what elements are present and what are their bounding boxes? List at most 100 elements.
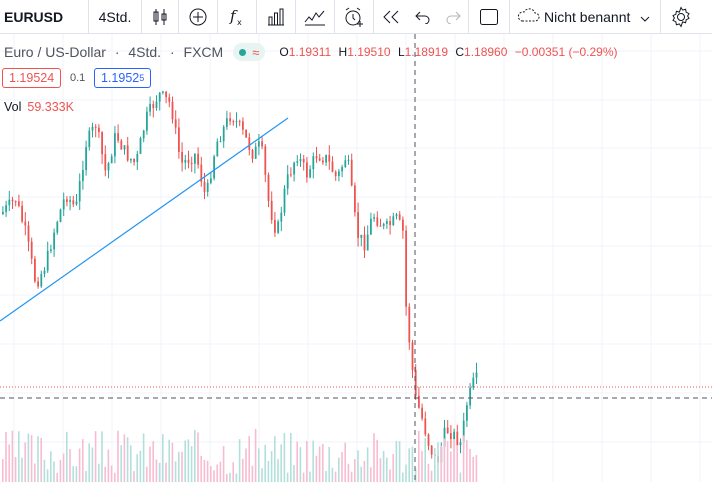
volume-bar — [446, 441, 449, 482]
volume-bar — [395, 440, 398, 482]
layout-menu-button[interactable]: Nicht benannt — [510, 0, 660, 33]
volume-bar — [251, 465, 254, 482]
market-status-badge[interactable]: ≈ — [233, 43, 266, 61]
candle-body — [24, 221, 27, 226]
volume-bar — [398, 441, 401, 482]
volume-bar — [181, 451, 183, 482]
volume-bar — [238, 439, 241, 482]
candle-body — [181, 151, 183, 163]
candle-body — [120, 140, 123, 150]
volume-bar — [264, 444, 266, 482]
volume-bar — [430, 470, 433, 482]
volume-bar — [120, 445, 122, 482]
volume-bar — [126, 437, 129, 482]
volume-bar — [194, 430, 196, 482]
volume-bar — [270, 451, 273, 482]
candle-body — [171, 101, 174, 120]
toolbar-divider — [256, 0, 257, 33]
candle-body — [354, 185, 356, 213]
volume-bar — [350, 471, 353, 482]
candle-body — [459, 442, 462, 446]
candle-body — [318, 158, 321, 161]
candle-body — [162, 91, 164, 93]
volume-bar — [267, 461, 270, 482]
candle-body — [155, 101, 158, 109]
candle-body — [248, 137, 251, 150]
volume-bar — [299, 447, 302, 482]
volume-bar — [280, 444, 282, 482]
candle-body — [242, 121, 244, 130]
candle-body — [235, 121, 238, 123]
volume-bar — [402, 472, 404, 482]
volume-bar — [286, 472, 289, 482]
candle-body — [117, 133, 119, 141]
symbol-search-button[interactable]: EURUSD — [4, 8, 64, 25]
candle-body — [322, 160, 324, 163]
volume-bar — [149, 446, 151, 482]
volume-bar — [114, 472, 116, 482]
candle-body — [389, 221, 391, 226]
settings-icon[interactable] — [661, 0, 701, 33]
buy-price-button[interactable]: 1.1952 5 — [94, 68, 152, 88]
candle-body — [229, 118, 231, 122]
volume-bar — [290, 433, 292, 482]
candle-body — [379, 225, 382, 227]
volume-bar — [142, 433, 145, 482]
volume-bar — [34, 463, 36, 482]
candle-body — [376, 217, 379, 226]
candle-body — [261, 141, 263, 147]
volume-bar — [40, 437, 42, 482]
volume-bar — [62, 453, 65, 482]
volume-bar — [117, 430, 119, 482]
toolbar-divider — [88, 0, 89, 33]
compare-icon[interactable] — [296, 0, 334, 33]
volume-bar — [78, 448, 81, 482]
candle-body — [85, 147, 87, 171]
candle-body — [101, 132, 103, 155]
undo-icon[interactable] — [408, 0, 438, 33]
volume-bar — [334, 471, 337, 482]
candle-body — [123, 145, 126, 150]
candle-body — [293, 162, 295, 175]
toolbar-divider — [334, 0, 335, 33]
candle-body — [286, 174, 289, 189]
candle-body — [197, 153, 199, 165]
candle-body — [98, 127, 100, 133]
volume-bar — [354, 459, 356, 482]
volume-bar — [130, 445, 132, 482]
toolbar-divider — [178, 0, 179, 33]
volume-bar — [216, 464, 218, 482]
sell-price-button[interactable]: 1.19524 — [2, 68, 62, 88]
volume-bar — [27, 433, 30, 482]
candle-body — [206, 182, 209, 192]
candle-body — [82, 170, 84, 182]
candle-body — [357, 212, 359, 238]
candle-body — [270, 200, 273, 220]
candle-body — [168, 97, 171, 102]
volume-bar — [37, 436, 39, 482]
candle-body — [222, 126, 225, 142]
candle-body — [328, 155, 331, 162]
candle-body — [114, 133, 116, 157]
price-chart[interactable] — [0, 34, 712, 482]
replay-icon[interactable] — [374, 0, 408, 33]
volume-bar — [203, 459, 206, 482]
volume-bar — [469, 448, 471, 482]
volume-bar — [360, 466, 362, 482]
candles-icon[interactable] — [142, 0, 178, 33]
candle-body — [152, 104, 155, 109]
alert-icon[interactable] — [335, 0, 373, 33]
volume-bar — [21, 457, 23, 482]
volume-bar — [197, 432, 199, 482]
candle-body — [325, 155, 327, 163]
fullscreen-icon[interactable] — [469, 0, 509, 33]
volume-bar — [88, 443, 90, 482]
symbol-title: Euro / US-Dollar · 4Std. · FXCM — [4, 44, 224, 60]
add-indicator-icon[interactable] — [179, 0, 217, 33]
volume-bar — [376, 439, 378, 482]
redo-icon[interactable] — [438, 0, 468, 33]
trend-line — [0, 117, 289, 322]
interval-button[interactable]: 4Std. — [98, 8, 132, 25]
bar-chart-icon[interactable] — [257, 0, 295, 33]
